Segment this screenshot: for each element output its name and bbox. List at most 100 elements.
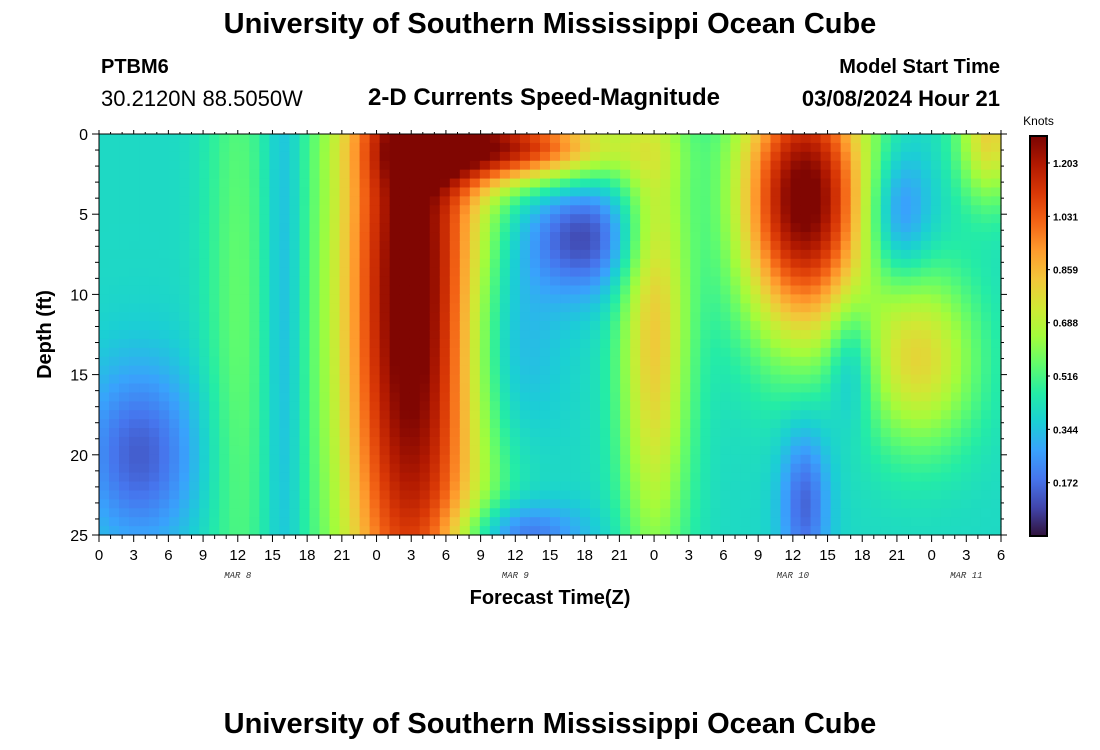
y-tick-label: 20 — [70, 448, 88, 465]
heatmap-cell — [499, 223, 511, 233]
heatmap-cell — [560, 454, 571, 465]
heatmap-cell — [179, 436, 190, 447]
heatmap-cell — [790, 285, 802, 295]
heatmap-cell — [660, 330, 671, 340]
heatmap-cell — [620, 151, 631, 162]
heatmap-cell — [329, 490, 341, 500]
heatmap-cell — [940, 401, 952, 411]
heatmap-cell — [720, 151, 731, 162]
heatmap-cell — [800, 223, 812, 233]
colorbar-tick-label: 0.859 — [1053, 266, 1078, 277]
heatmap-cell — [409, 134, 421, 144]
heatmap-cell — [489, 330, 501, 340]
heatmap-cell — [900, 508, 912, 518]
heatmap-cell — [550, 374, 561, 385]
heatmap-cell — [640, 258, 651, 269]
heatmap-cell — [810, 454, 822, 465]
heatmap-cell — [990, 240, 1002, 251]
heatmap-cell — [900, 232, 912, 242]
heatmap-cell — [269, 419, 280, 429]
heatmap-cell — [139, 321, 150, 331]
heatmap-cell — [239, 187, 250, 197]
heatmap-cell — [159, 419, 170, 429]
heatmap-cell — [319, 160, 331, 171]
heatmap-cell — [930, 374, 942, 385]
heatmap-cell — [249, 383, 260, 394]
heatmap-cell — [529, 205, 541, 215]
heatmap-cell — [359, 463, 371, 474]
heatmap-cell — [149, 347, 160, 358]
heatmap-cell — [570, 463, 581, 474]
heatmap-cell — [489, 249, 501, 260]
heatmap-cell — [580, 151, 591, 162]
heatmap-cell — [509, 240, 521, 251]
heatmap-cell — [169, 205, 180, 215]
heatmap-cell — [379, 303, 391, 313]
heatmap-cell — [379, 428, 391, 438]
heatmap-cell — [199, 347, 210, 358]
heatmap-cell — [580, 499, 591, 509]
heatmap-cell — [499, 267, 511, 278]
heatmap-cell — [479, 151, 491, 162]
heatmap-cell — [129, 187, 140, 197]
heatmap-cell — [910, 490, 922, 500]
heatmap-cell — [960, 303, 972, 313]
heatmap-cell — [299, 463, 311, 474]
heatmap-cell — [169, 196, 180, 206]
heatmap-cell — [449, 187, 461, 197]
heatmap-cell — [760, 436, 772, 447]
heatmap-cell — [670, 365, 681, 376]
heatmap-cell — [640, 383, 651, 394]
heatmap-cell — [730, 472, 742, 483]
heatmap-cell — [119, 383, 130, 394]
heatmap-cell — [780, 436, 792, 447]
heatmap-cell — [489, 338, 501, 349]
heatmap-cell — [249, 436, 260, 447]
heatmap-cell — [840, 294, 852, 304]
heatmap-cell — [810, 347, 822, 358]
colorbar-tick-label: 1.031 — [1053, 212, 1078, 223]
heatmap-cell — [780, 508, 792, 518]
heatmap-cell — [560, 321, 571, 331]
heatmap-cell — [329, 347, 341, 358]
heatmap-cell — [760, 321, 772, 331]
heatmap-cell — [269, 303, 280, 313]
heatmap-cell — [870, 285, 882, 295]
heatmap-cell — [149, 169, 160, 180]
heatmap-cell — [99, 517, 110, 527]
heatmap-cell — [269, 249, 280, 260]
heatmap-cell — [610, 428, 621, 438]
heatmap-cell — [199, 383, 210, 394]
heatmap-cell — [359, 196, 371, 206]
heatmap-cell — [740, 187, 752, 197]
heatmap-cell — [710, 517, 721, 527]
heatmap-cell — [770, 294, 782, 304]
heatmap-cell — [940, 285, 952, 295]
heatmap-cell — [319, 419, 331, 429]
heatmap-cell — [950, 428, 962, 438]
heatmap-cell — [930, 445, 942, 456]
heatmap-cell — [650, 410, 661, 420]
heatmap-cell — [590, 205, 601, 215]
heatmap-cell — [690, 338, 701, 349]
heatmap-cell — [560, 436, 571, 447]
heatmap-cell — [309, 374, 321, 385]
heatmap-cell — [239, 249, 250, 260]
heatmap-cell — [279, 249, 291, 260]
heatmap-cell — [189, 499, 200, 509]
heatmap-cell — [169, 374, 180, 385]
heatmap-cell — [199, 223, 210, 233]
heatmap-cell — [750, 508, 762, 518]
heatmap-cell — [600, 205, 611, 215]
heatmap-cell — [299, 232, 311, 242]
heatmap-cell — [870, 196, 882, 206]
heatmap-cell — [650, 223, 661, 233]
heatmap-cell — [930, 178, 942, 189]
heatmap-cell — [890, 392, 902, 402]
heatmap-cell — [950, 338, 962, 349]
heatmap-cell — [890, 196, 902, 206]
heatmap-cell — [660, 401, 671, 411]
heatmap-cell — [539, 267, 551, 278]
heatmap-cell — [960, 490, 972, 500]
heatmap-cell — [249, 374, 260, 385]
